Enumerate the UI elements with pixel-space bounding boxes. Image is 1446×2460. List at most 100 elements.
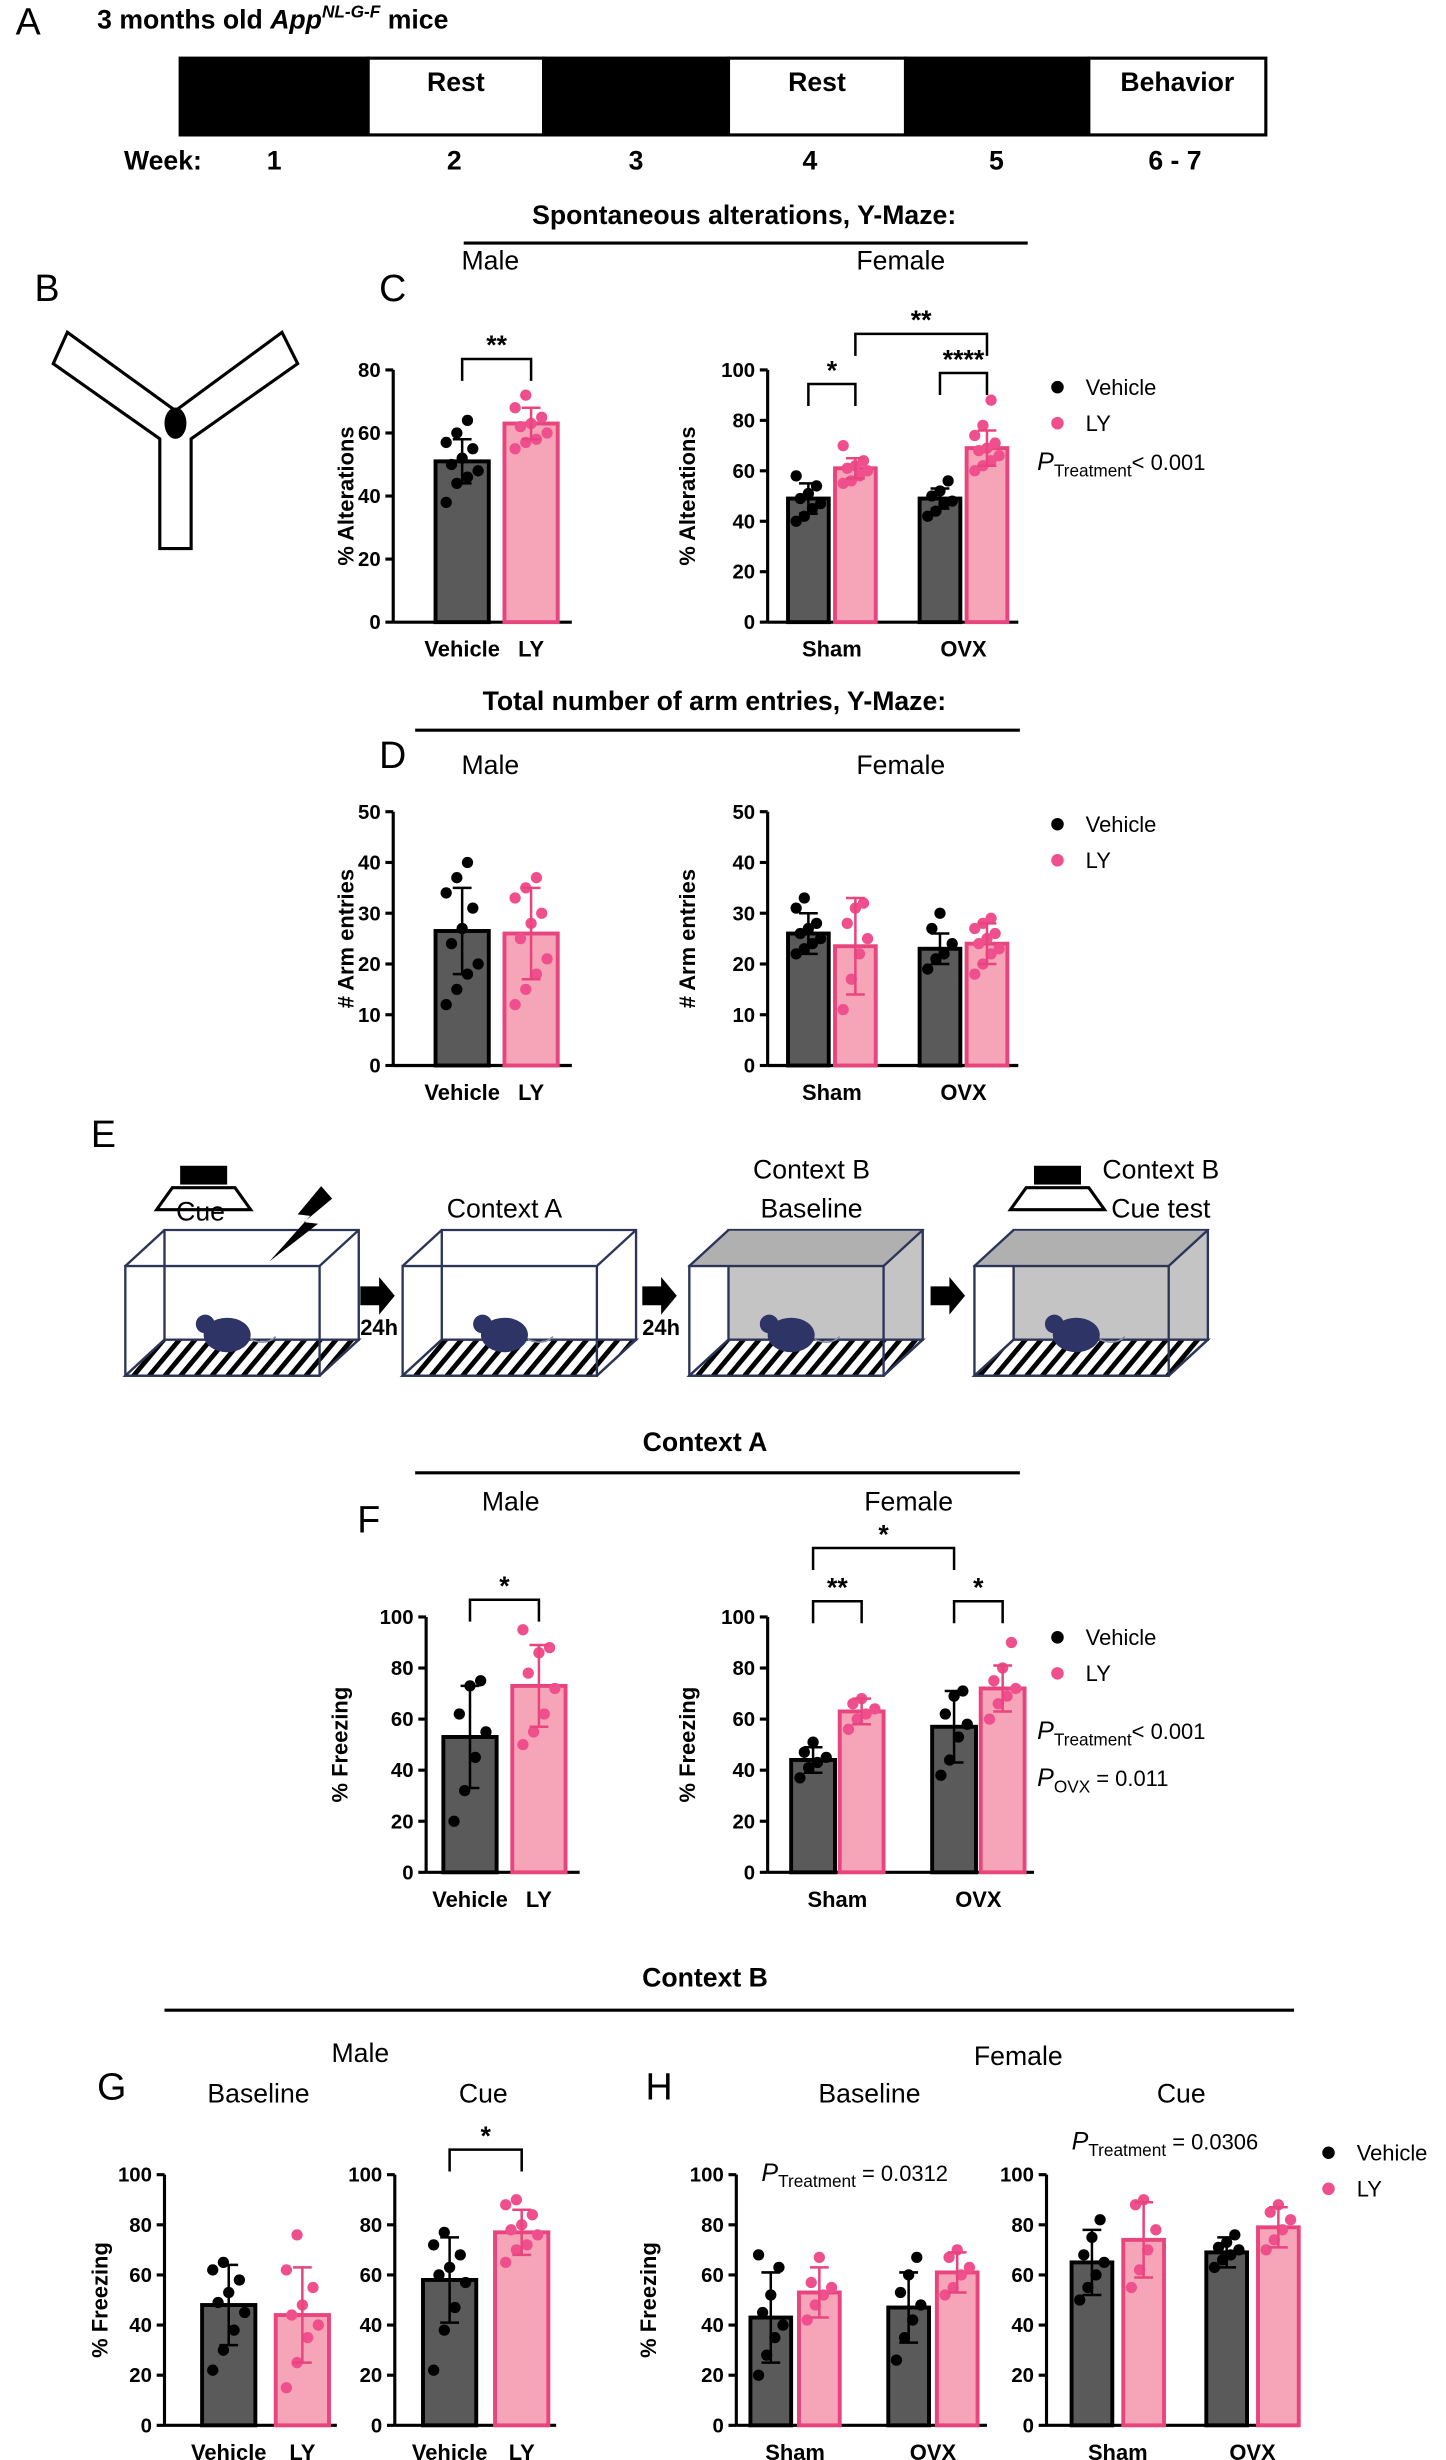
legend-marker [1322, 2146, 1335, 2160]
legend-label: LY [1086, 411, 1112, 436]
stat-subscript: Treatment [1054, 1729, 1132, 1749]
stat-subscript: Treatment [1054, 460, 1132, 480]
error-bar [452, 438, 472, 485]
context-label: Cue test [1111, 1193, 1211, 1223]
arrow [930, 1276, 966, 1315]
data-point [445, 938, 458, 950]
data-point [985, 394, 997, 406]
bar [964, 446, 1010, 625]
data-point [890, 2354, 903, 2366]
error-bar [1268, 2206, 1288, 2249]
y-tick-label: 100 [348, 2165, 382, 2187]
data-point [509, 443, 521, 455]
mouse [767, 1317, 815, 1353]
data-point [814, 497, 827, 510]
data-point [756, 2306, 769, 2319]
y-tick-label: 30 [732, 903, 755, 925]
shock [269, 1186, 333, 1262]
data-point [549, 1682, 561, 1695]
stat-symbol: P [1037, 1717, 1054, 1745]
box-edge [1167, 1229, 1209, 1267]
y-tick-label: 80 [732, 410, 755, 432]
data-point [302, 2331, 314, 2344]
y-tick-label: 10 [358, 1005, 381, 1027]
data-point [449, 2301, 461, 2314]
chart-title: Cue [1157, 2079, 1206, 2109]
data-point [988, 1675, 1000, 1687]
x-tick-label: LY [526, 1887, 552, 1912]
y-tick-label: 40 [360, 2315, 383, 2337]
data-point [989, 927, 1001, 940]
data-point [851, 1713, 863, 1725]
panel-label: F [357, 1498, 380, 1540]
y-tick-label: 100 [1000, 2165, 1034, 2187]
chart-title: Female [856, 246, 945, 276]
error-bar [993, 1664, 1013, 1713]
data-point [538, 1708, 550, 1720]
panel-label: E [91, 1113, 116, 1155]
x-tick-label: OVX [910, 2440, 957, 2460]
box-edge [318, 1338, 360, 1377]
data-point [509, 892, 521, 904]
timeline-box [542, 56, 731, 137]
stat-note: POVX = 0.011 [1037, 1764, 1168, 1796]
y-axis-label: # Arm entries [334, 869, 359, 1008]
data-point [536, 907, 548, 919]
chart-title: Male [482, 1486, 540, 1516]
data-point [790, 470, 802, 482]
data-point [806, 938, 819, 950]
data-point [798, 1746, 810, 1758]
context-box [686, 1228, 926, 1377]
y-tick-label: 100 [380, 1607, 414, 1629]
data-point [814, 932, 827, 945]
data-point [217, 2344, 230, 2356]
data-point [969, 968, 981, 980]
data-point [461, 471, 474, 483]
data-point [813, 2251, 825, 2264]
group-title: Male [331, 2038, 389, 2068]
x-tick-label: Vehicle [424, 1080, 500, 1105]
y-tick-label: 20 [732, 562, 755, 584]
title-part: 3 months old [97, 4, 270, 34]
data-point [239, 2306, 251, 2319]
context-label: Cue [176, 1197, 225, 1227]
y-tick-label: 100 [118, 2165, 152, 2187]
data-point [521, 2239, 533, 2251]
box-edge [882, 1338, 924, 1377]
y-tick-label: 30 [358, 903, 381, 925]
legend-label: LY [1086, 848, 1112, 873]
data-point [803, 1761, 815, 1774]
data-point [1078, 2249, 1090, 2261]
y-tick-label: 80 [1011, 2215, 1034, 2237]
x-tick-label: LY [509, 2440, 535, 2460]
data-point [440, 887, 452, 899]
error-bar [977, 429, 997, 468]
panel-label: B [34, 267, 59, 309]
chart-title: Female [864, 1486, 953, 1516]
data-point [977, 419, 989, 432]
y-tick-label: 60 [732, 1709, 755, 1731]
data-point [307, 2281, 319, 2294]
y-tick-label: 40 [129, 2315, 152, 2337]
panel-label: G [97, 2065, 126, 2107]
error-bar [521, 886, 541, 981]
stat-subscript: OVX [1054, 1776, 1091, 1796]
data-point [461, 856, 474, 869]
error-bar [944, 1689, 964, 1764]
y-tick-label: 0 [744, 1862, 755, 1884]
data-point [1229, 2229, 1241, 2241]
data-point [837, 439, 849, 452]
legend-marker [1322, 2182, 1335, 2196]
data-point [527, 1726, 540, 1738]
y-tick-label: 20 [391, 1811, 414, 1833]
box-edge [1167, 1338, 1209, 1377]
data-point [469, 1751, 481, 1764]
data-point [510, 2194, 523, 2206]
chart-title: Baseline [818, 2079, 920, 2109]
y-tick-label: 80 [129, 2215, 152, 2237]
data-point [794, 492, 806, 505]
error-bar [521, 406, 541, 441]
significance-bracket [952, 1600, 1004, 1624]
data-point [1098, 2256, 1110, 2269]
